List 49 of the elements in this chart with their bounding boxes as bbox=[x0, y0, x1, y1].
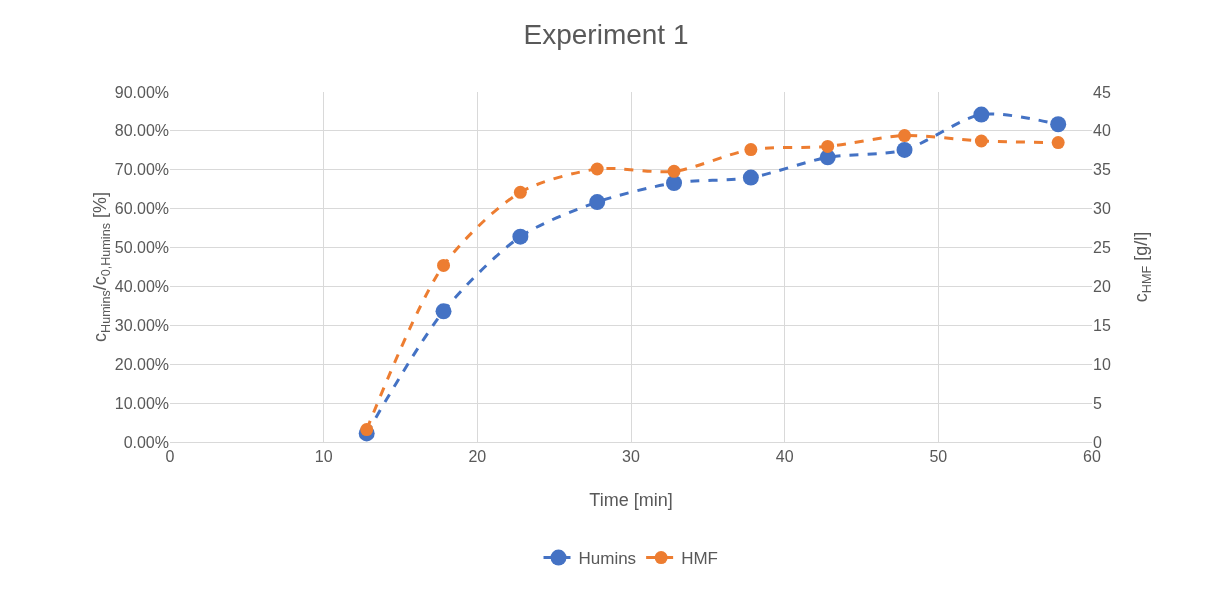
point bbox=[512, 228, 529, 245]
y-tick-label: 90.00% bbox=[114, 83, 169, 101]
y-tick-label: 10.00% bbox=[114, 394, 169, 412]
point bbox=[437, 258, 451, 272]
y2-tick-label: 0 bbox=[1093, 433, 1102, 451]
point bbox=[1050, 116, 1067, 133]
x-tick-label: 40 bbox=[775, 448, 794, 466]
y2-tick-label: 10 bbox=[1093, 355, 1111, 373]
x-tick-label: 50 bbox=[929, 448, 948, 466]
point bbox=[513, 185, 527, 199]
chart-title: Experiment 1 bbox=[523, 18, 689, 50]
y-tick-label: 30.00% bbox=[114, 316, 169, 334]
x-tick-label: 20 bbox=[468, 448, 487, 466]
point bbox=[974, 134, 988, 148]
y2-tick-label: 45 bbox=[1093, 83, 1111, 101]
y2-tick-label: 40 bbox=[1093, 122, 1111, 140]
legend-label: HMF bbox=[681, 549, 718, 569]
point bbox=[666, 175, 683, 191]
y2-tick-label: 25 bbox=[1093, 239, 1111, 257]
x-tick-label: 60 bbox=[1083, 448, 1101, 466]
legend-label: Humins bbox=[578, 549, 637, 569]
y-tick-label: 20.00% bbox=[114, 355, 169, 373]
y-tick-label: 40.00% bbox=[114, 278, 169, 296]
point bbox=[973, 106, 990, 123]
y-tick-label: 80.00% bbox=[114, 122, 169, 140]
x-axis-title: Time [min] bbox=[589, 490, 673, 510]
x-tick-label: 30 bbox=[622, 448, 640, 466]
x-tick-label: 0 bbox=[165, 448, 175, 466]
point bbox=[1051, 136, 1065, 150]
point bbox=[821, 139, 835, 153]
y2-tick-label: 35 bbox=[1093, 161, 1111, 179]
point bbox=[590, 162, 604, 176]
point bbox=[667, 164, 681, 178]
point bbox=[742, 169, 759, 186]
x-tick-label: 10 bbox=[314, 448, 333, 466]
point bbox=[360, 423, 374, 437]
y-tick-label: 70.00% bbox=[114, 161, 169, 179]
point bbox=[744, 143, 758, 157]
point bbox=[435, 303, 452, 320]
point bbox=[898, 129, 912, 143]
y-tick-label: 0.00% bbox=[123, 433, 169, 451]
y-tick-label: 50.00% bbox=[114, 239, 169, 257]
y2-tick-label: 20 bbox=[1093, 278, 1111, 296]
y2-tick-label: 30 bbox=[1093, 200, 1111, 218]
point bbox=[896, 141, 913, 158]
y-tick-label: 60.00% bbox=[114, 200, 169, 218]
point bbox=[589, 194, 606, 211]
y2-tick-label: 15 bbox=[1093, 316, 1111, 334]
y2-tick-label: 5 bbox=[1093, 394, 1102, 412]
